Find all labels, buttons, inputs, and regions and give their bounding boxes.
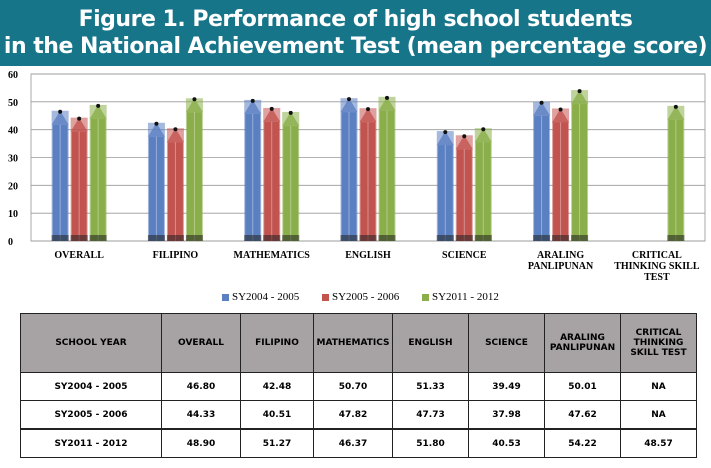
column-header: OVERALL	[161, 313, 241, 373]
x-tick-label: CRITICAL	[632, 250, 682, 261]
legend-label: SY2011 - 2012	[432, 291, 499, 303]
table-cell: 39.49	[468, 372, 545, 401]
bar	[436, 130, 454, 241]
legend-label: SY2004 - 2005	[232, 291, 300, 303]
bar	[89, 103, 107, 241]
table-cell: SY2011 - 2012	[20, 428, 162, 458]
bar	[474, 127, 492, 241]
y-tick-label: 0	[8, 237, 13, 248]
y-tick-label: 30	[8, 154, 18, 165]
table-cell: 51.33	[392, 372, 469, 401]
column-header: ENGLISH	[392, 313, 469, 373]
bar	[70, 116, 88, 241]
bar	[166, 127, 184, 241]
table-cell: 47.82	[313, 400, 393, 430]
y-tick-label: 60	[8, 70, 18, 81]
x-tick-label: MATHEMATICS	[234, 250, 311, 261]
table-cell: 46.80	[161, 372, 241, 401]
table-cell: 51.80	[392, 428, 469, 458]
bar-chart: 0 10 20 30 40 50 60 OVERALL FILIPINO MATHEMATICS E…	[8, 70, 706, 283]
table-cell: SY2004 - 2005	[20, 372, 162, 401]
legend-swatch	[222, 293, 229, 301]
table-cell: 50.70	[313, 372, 393, 401]
table-cell: NA	[620, 372, 697, 401]
table-cell: 44.33	[161, 400, 241, 430]
legend-item: SY2005 - 2006	[322, 291, 399, 303]
legend-item: SY2011 - 2012	[422, 291, 499, 303]
x-tick-label: FILIPINO	[153, 250, 199, 261]
bar	[667, 104, 685, 241]
x-tick-label: TEST	[644, 272, 670, 283]
column-header: CRITICAL THINKING SKILL TEST	[620, 313, 697, 373]
table-cell: 47.62	[544, 400, 621, 430]
column-header: SCHOOL YEAR	[20, 313, 162, 373]
table-cell: NA	[620, 400, 697, 430]
y-tick-label: 20	[8, 181, 18, 192]
table-cell: 48.90	[161, 428, 241, 458]
table-header-row: SCHOOL YEAR OVERALL FILIPINO MATHEMATICS ENG…	[20, 313, 697, 373]
x-tick-label: ARALING	[537, 250, 584, 261]
bar	[244, 98, 262, 241]
x-tick-label: THINKING SKILL	[614, 261, 700, 272]
data-table: SCHOOL YEAR OVERALL FILIPINO MATHEMATICS ENG…	[20, 313, 697, 458]
column-header: MATHEMATICS	[313, 313, 393, 373]
x-tick-label: ENGLISH	[345, 250, 391, 261]
column-header: SCIENCE	[468, 313, 545, 373]
column-header: ARALING PANLIPUNAN	[544, 313, 621, 373]
table-cell: 54.22	[544, 428, 621, 458]
x-tick-label: PANLIPUNAN	[528, 261, 594, 272]
figure-title: Figure 1. Performance of high school stu…	[0, 0, 711, 66]
legend-swatch	[422, 293, 429, 301]
column-header: FILIPINO	[240, 313, 314, 373]
bar	[571, 89, 589, 241]
table-row: SY2005 - 2006 44.33 40.51 47.82 47.73 37.98 47…	[20, 400, 697, 430]
table-cell: 47.73	[392, 400, 469, 430]
bar	[147, 121, 165, 241]
y-tick-label: 40	[8, 126, 18, 137]
y-tick-label: 10	[8, 209, 18, 220]
bar	[185, 97, 203, 242]
title-line-1: Figure 1. Performance of high school stu…	[78, 7, 633, 32]
table-cell: 42.48	[240, 372, 314, 401]
legend-item: SY2004 - 2005	[222, 291, 299, 303]
title-line-2: in the National Achievement Test (mean p…	[3, 34, 708, 59]
table-cell: 37.98	[468, 400, 545, 430]
table-cell: 51.27	[240, 428, 314, 458]
bar	[263, 106, 281, 241]
bar	[378, 95, 396, 241]
table-cell: 46.37	[313, 428, 393, 458]
table-cell: SY2005 - 2006	[20, 400, 162, 430]
bar	[51, 109, 69, 241]
bar	[282, 110, 300, 241]
bar	[533, 100, 551, 241]
table-cell: 40.51	[240, 400, 314, 430]
table-row: SY2004 - 2005 46.80 42.48 50.70 51.33 39.49 50…	[20, 372, 697, 401]
table-cell: 50.01	[544, 372, 621, 401]
legend-swatch	[322, 293, 329, 301]
table-cell: 48.57	[620, 428, 697, 458]
x-tick-label: SCIENCE	[442, 250, 487, 261]
bar	[359, 107, 377, 241]
bar	[552, 107, 570, 241]
bar	[455, 134, 473, 241]
table-cell: 40.53	[468, 428, 545, 458]
bar	[340, 97, 358, 241]
x-tick-label: OVERALL	[54, 250, 104, 261]
y-tick-label: 50	[8, 98, 18, 109]
table-row: SY2011 - 2012 48.90 51.27 46.37 51.80 40.53 54…	[20, 428, 697, 458]
legend-label: SY2005 - 2006	[332, 291, 400, 303]
